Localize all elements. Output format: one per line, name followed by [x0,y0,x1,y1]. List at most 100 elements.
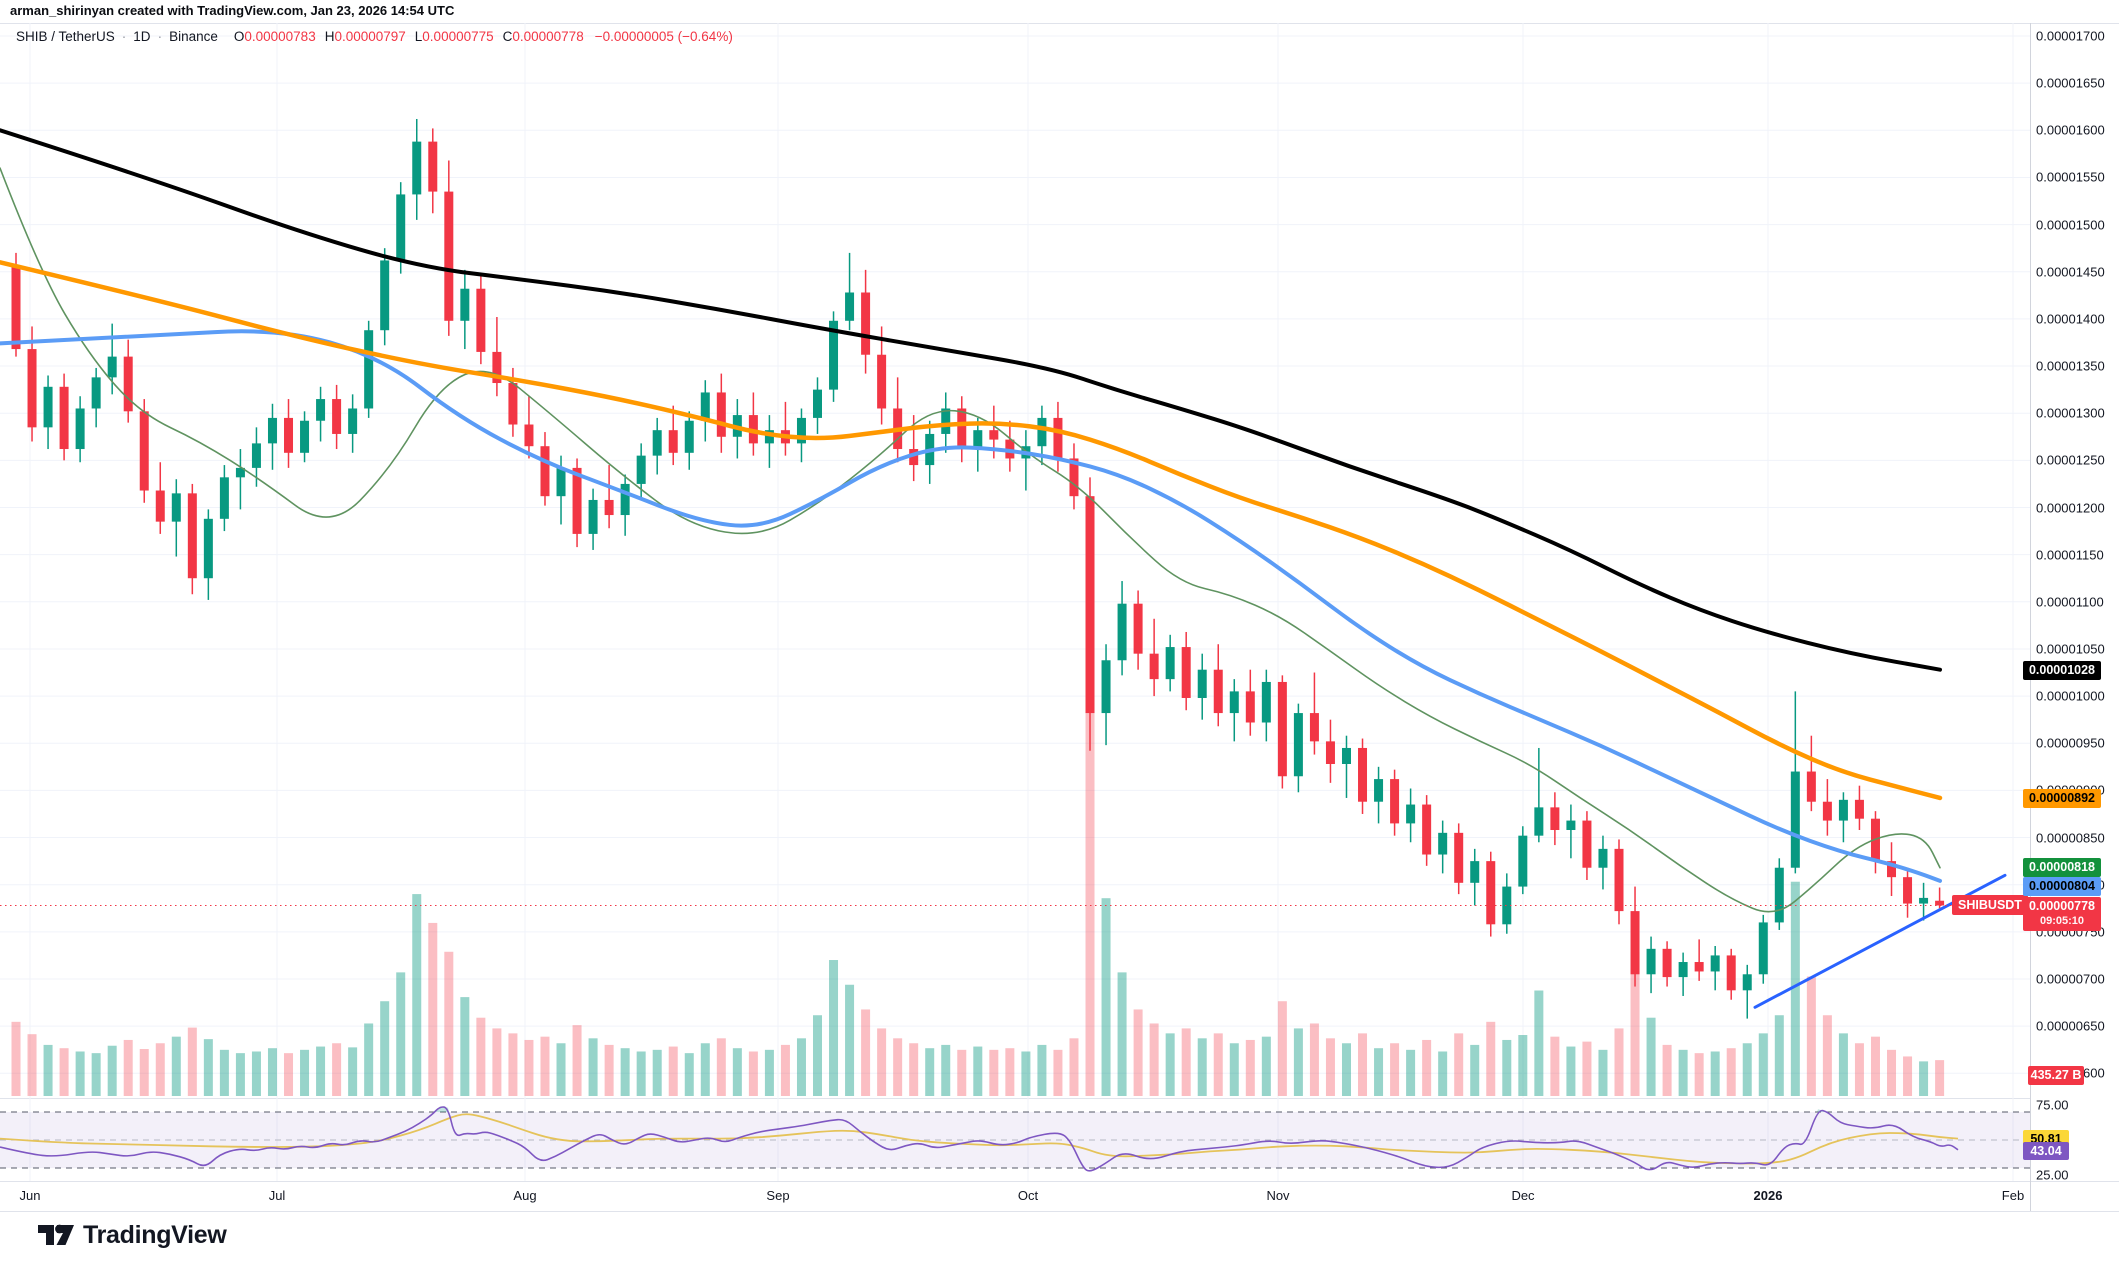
axis-border [2030,23,2031,1211]
candle-body [1117,603,1127,661]
volume-bar [59,1048,69,1096]
price-axis-label: 0.00001200 [2036,500,2105,515]
volume-bar [11,1021,21,1096]
last-price-value: 0.00000778 [2028,899,2096,913]
volume-bar [1085,618,1095,1096]
symbol-price-flag: SHIBUSDT [1952,895,2028,915]
candle-body [668,430,678,453]
candle-body [556,467,566,497]
candle-body [139,411,149,491]
candle-body [973,430,983,450]
volume-bar [1101,898,1111,1096]
volume-bar [1534,990,1544,1096]
time-axis-label: Aug [513,1188,537,1203]
volume-bar [1021,1051,1031,1096]
candle-body [1806,771,1816,802]
price-axis-label: 0.00001600 [2036,122,2105,138]
candle-body [1069,458,1079,497]
candle-body [251,443,261,468]
time-axis-label: Nov [1266,1188,1290,1203]
symbol-title[interactable]: SHIB / TetherUS [16,29,115,44]
time-axis-label: Jun [19,1188,41,1203]
volume-bar [412,894,422,1096]
volume-bar [700,1043,710,1096]
volume-bar [780,1044,790,1096]
volume-bar [1374,1048,1384,1096]
candle-body [1838,799,1848,821]
volume-bar [829,960,839,1096]
candle-body [1358,747,1368,802]
volume-bar [1854,1043,1864,1096]
volume-bar [1261,1036,1271,1096]
volume-bar [1165,1033,1175,1096]
volume-bar [1229,1043,1239,1096]
volume-bar [1358,1033,1368,1096]
volume-bar [893,1038,903,1096]
volume-bar [941,1044,951,1096]
volume-bar [139,1049,149,1096]
candle-body [1887,861,1897,878]
price-axis-label: 0.00001450 [2036,264,2105,280]
volume-bar [1037,1044,1047,1096]
candle-body [1197,669,1207,698]
volume-bar [1646,1017,1656,1096]
candle-body [284,417,294,453]
candle-body [187,493,197,579]
price-axis-label: 0.00001050 [2036,641,2105,657]
volume-bar [476,1017,486,1096]
candle-body [1261,681,1271,723]
candle-body [524,424,534,447]
candle-body [1662,948,1672,978]
price-axis-label: 0.00000950 [2036,735,2105,751]
candle-body [1037,417,1047,447]
low-value: 0.00000775 [422,29,494,44]
volume-bar [1887,1049,1897,1096]
candle-body [1149,653,1159,680]
candle-body [1742,974,1752,991]
candle-body [1502,886,1512,925]
volume-bar [1005,1048,1015,1096]
candle-body [300,420,310,453]
volume-bar [1181,1028,1191,1096]
candle-body [1582,820,1592,868]
bar-countdown: 09:05:10 [2039,915,2085,927]
low-label: L [414,29,423,44]
candle-body [540,446,550,497]
volume-bar [909,1043,919,1096]
volume-bar [428,922,438,1096]
volume-bar [91,1053,101,1096]
volume-bar [123,1039,133,1096]
candle-body [588,499,598,534]
volume-bar [508,1033,518,1096]
volume-bar [813,1015,822,1096]
price-axis-label: 0.00000850 [2036,830,2105,846]
volume-bar [1069,1038,1079,1096]
ma-line-sma_slow [0,128,1942,672]
volume-bar [348,1047,358,1096]
candle-body [235,467,245,478]
volume-bar [171,1036,181,1096]
price-axis-label: 0.00001300 [2036,405,2105,421]
candle-body [1181,647,1191,698]
tradingview-logo[interactable]: TradingView [38,1220,227,1250]
legend-separator: · [157,29,163,44]
candle-body [604,499,614,516]
volume-bar [380,1001,390,1096]
price-axis-label: 0.00000650 [2036,1018,2105,1034]
price-axis-label: 0.00000700 [2036,971,2105,987]
candle-body [845,292,855,321]
pane-separator[interactable] [0,1098,2030,1099]
candle-body [620,483,630,516]
volume-bar [732,1048,742,1096]
interval-label[interactable]: 1D [133,29,151,44]
volume-bar [1245,1039,1255,1096]
time-axis-label: Sep [766,1188,790,1203]
volume-bar [1213,1033,1223,1096]
volume-bar [1390,1043,1400,1096]
volume-bar [1309,1023,1319,1096]
candle-body [219,477,229,519]
candle-body [1822,801,1832,821]
candle-body [1053,417,1063,459]
candle-body [652,430,662,456]
